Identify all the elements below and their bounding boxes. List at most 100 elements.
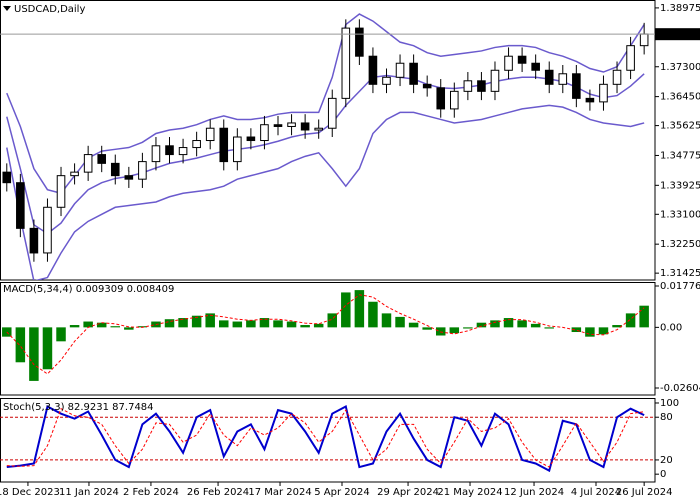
candle-body <box>233 136 242 163</box>
candle-body <box>585 97 595 103</box>
macd-bar <box>490 320 500 328</box>
x-tick-label: 4 Jul 2024 <box>571 487 621 498</box>
macd-bar <box>354 290 365 328</box>
indicator-title: Stoch(5,3,3) 82.9231 87.7484 <box>3 402 154 413</box>
chart-title: USDCAD,Daily <box>14 4 85 15</box>
indicator-title: MACD(5,34,4) 0.009309 0.008409 <box>3 284 174 295</box>
macd-bar <box>110 326 121 328</box>
candle-body <box>300 122 310 131</box>
y-tick-label: 1.31425 <box>660 268 700 279</box>
candle-body <box>639 33 649 47</box>
candle-body <box>138 161 147 180</box>
macd-bar <box>83 321 93 328</box>
candle-body <box>531 62 540 71</box>
macd-bar <box>191 315 202 328</box>
stoch-line <box>6 407 645 468</box>
candle-body <box>97 154 107 164</box>
macd-bar <box>219 320 229 328</box>
x-tick-label: 17 Mar 2024 <box>248 487 311 498</box>
x-tick-label: 2 Feb 2024 <box>123 487 179 498</box>
macd-panel <box>2 290 649 381</box>
stoch-panel <box>0 405 655 473</box>
candle-body <box>395 62 405 78</box>
candle-body <box>409 62 418 85</box>
candle-body <box>2 171 12 184</box>
macd-bar <box>598 327 609 335</box>
macd-bar <box>29 327 39 381</box>
macd-bar <box>327 313 337 328</box>
macd-bar <box>612 325 622 328</box>
macd-bar <box>422 327 432 330</box>
candle-body <box>29 227 39 254</box>
candle-body <box>43 206 52 254</box>
macd-bar <box>476 322 487 328</box>
y-tick-label: 1.35625 <box>660 121 700 132</box>
panel-frame <box>0 398 656 483</box>
panel-frame <box>0 282 656 396</box>
x-tick-label: 29 Apr 2024 <box>377 487 439 498</box>
x-tick-label: 18 Dec 2023 <box>0 487 60 498</box>
macd-bar <box>300 325 310 328</box>
price-panel <box>0 13 655 280</box>
y-tick-label: 1.33925 <box>660 180 700 191</box>
x-tick-label: 5 Apr 2024 <box>314 487 369 498</box>
stoch-line <box>6 405 645 473</box>
y-tick-label: 1.32250 <box>660 239 700 250</box>
macd-bar <box>625 313 636 328</box>
macd-bar <box>341 292 351 328</box>
macd-bar <box>530 323 541 328</box>
x-tick-label: 26 Jul 2024 <box>616 487 673 498</box>
macd-bar <box>395 316 405 328</box>
candle-body <box>205 127 215 142</box>
macd-bar <box>368 301 378 328</box>
candle-body <box>260 124 269 142</box>
candle-body <box>449 90 459 110</box>
candle-body <box>477 80 486 92</box>
y-tick-label: 0 <box>660 469 666 480</box>
candle-body <box>368 55 378 85</box>
macd-bar <box>463 327 473 329</box>
macd-bar <box>517 320 527 328</box>
panel-frame <box>0 0 656 281</box>
candle-body <box>463 80 473 92</box>
y-tick-label: 100 <box>660 398 679 409</box>
candle-body <box>83 154 93 173</box>
macd-bar <box>259 318 270 328</box>
candle-body <box>544 69 554 85</box>
macd-bar <box>232 321 243 328</box>
y-tick-label: 20 <box>660 455 673 466</box>
macd-bar <box>2 327 12 337</box>
x-tick-label: 11 Jan 2024 <box>59 487 119 498</box>
macd-bar <box>56 327 66 342</box>
macd-bar <box>69 325 80 328</box>
candle-body <box>327 97 337 129</box>
candle-body <box>558 73 568 85</box>
candle-body <box>151 145 161 163</box>
candle-body <box>246 136 256 142</box>
macd-bar <box>313 323 324 328</box>
candle-body <box>56 175 66 208</box>
macd-bar <box>381 313 392 328</box>
macd-bar <box>435 327 446 336</box>
candle-body <box>612 69 622 85</box>
candle-body <box>572 73 581 99</box>
x-tick-label: 21 May 2024 <box>437 487 502 498</box>
candle-body <box>273 124 283 127</box>
candle-body <box>70 171 79 177</box>
candle-body <box>517 55 527 64</box>
candle-body <box>599 83 608 103</box>
axes: 1.38975 1.37300 1.36450 1.35625 1.34775 1.339… <box>0 3 700 498</box>
candle-body <box>124 175 134 180</box>
macd-bar <box>178 318 188 328</box>
bollinger-band <box>6 104 645 280</box>
macd-bar <box>571 327 582 333</box>
macd-bar <box>449 327 460 334</box>
candle-body <box>165 145 174 156</box>
macd-bar <box>503 318 514 328</box>
macd-bar <box>96 322 107 328</box>
y-tick-label: 80 <box>660 412 673 423</box>
last-price-label: 1.38227 <box>658 29 699 40</box>
x-tick-label: 26 Feb 2024 <box>187 487 249 498</box>
y-tick-label: 1.36450 <box>660 92 700 103</box>
